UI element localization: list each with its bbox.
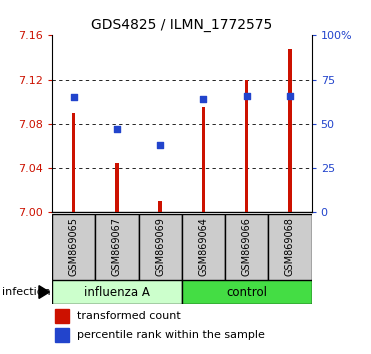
Bar bbox=[202, 107, 205, 212]
Text: control: control bbox=[226, 286, 267, 298]
Bar bbox=[55, 309, 69, 322]
Text: GSM869065: GSM869065 bbox=[69, 217, 79, 276]
Bar bbox=[182, 280, 312, 304]
Text: GSM869064: GSM869064 bbox=[198, 217, 209, 276]
Bar bbox=[288, 48, 292, 212]
Point bbox=[200, 96, 206, 102]
Text: GSM869066: GSM869066 bbox=[242, 217, 252, 276]
Bar bbox=[182, 214, 225, 280]
Text: infection: infection bbox=[2, 287, 50, 297]
Bar bbox=[245, 80, 249, 212]
Bar bbox=[52, 280, 182, 304]
Text: GSM869069: GSM869069 bbox=[155, 217, 165, 276]
Bar bbox=[72, 113, 75, 212]
Bar bbox=[55, 329, 69, 342]
Point bbox=[114, 126, 120, 132]
Bar bbox=[95, 214, 138, 280]
Bar bbox=[138, 214, 182, 280]
Bar bbox=[225, 214, 268, 280]
Bar bbox=[115, 162, 119, 212]
Bar bbox=[158, 201, 162, 212]
Text: influenza A: influenza A bbox=[84, 286, 150, 298]
Point bbox=[70, 95, 76, 100]
Bar bbox=[268, 214, 312, 280]
Bar bbox=[52, 214, 95, 280]
Point bbox=[157, 142, 163, 148]
Point bbox=[244, 93, 250, 98]
Text: percentile rank within the sample: percentile rank within the sample bbox=[77, 330, 265, 341]
Text: transformed count: transformed count bbox=[77, 311, 180, 321]
Point bbox=[287, 93, 293, 98]
Title: GDS4825 / ILMN_1772575: GDS4825 / ILMN_1772575 bbox=[91, 18, 272, 32]
Text: GSM869067: GSM869067 bbox=[112, 217, 122, 276]
Text: GSM869068: GSM869068 bbox=[285, 217, 295, 276]
